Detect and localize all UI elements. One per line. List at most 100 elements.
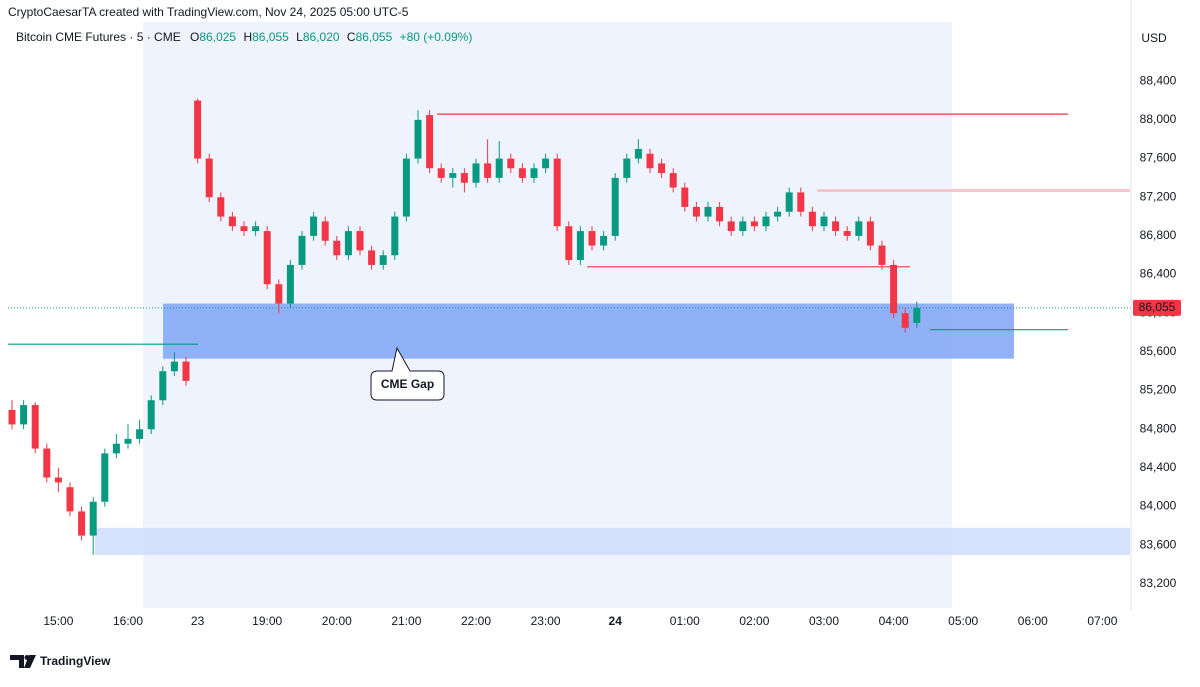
- candle-body: [634, 148, 642, 159]
- y-tick-label: 87,200: [1140, 189, 1177, 203]
- candle-body: [774, 211, 782, 217]
- candle-body: [588, 231, 596, 246]
- ohlc-value: 86,025: [199, 30, 236, 44]
- x-tick-label: 22:00: [461, 614, 491, 628]
- x-tick-label: 07:00: [1087, 614, 1117, 628]
- candle-body: [217, 197, 225, 217]
- x-tick-label: 03:00: [809, 614, 839, 628]
- y-tick-label: 84,400: [1140, 460, 1177, 474]
- candle-body: [855, 221, 863, 236]
- candle-body: [8, 409, 16, 425]
- candle-body: [542, 158, 550, 169]
- candle-body: [808, 211, 816, 227]
- candle-body: [101, 453, 109, 502]
- candle-body: [228, 216, 236, 227]
- callout-box: [370, 346, 445, 401]
- candle-body: [368, 250, 376, 265]
- logo-mark: [10, 655, 36, 668]
- candle-body: [484, 163, 492, 178]
- candle-body: [460, 173, 468, 183]
- x-tick-label: 24: [609, 614, 623, 628]
- candle-body: [890, 264, 898, 314]
- candle-body: [391, 216, 399, 256]
- candle-body: [344, 231, 352, 256]
- candle-body: [310, 216, 318, 236]
- candle-body: [681, 187, 689, 207]
- y-tick-label: 83,600: [1140, 537, 1177, 551]
- candle-body: [785, 192, 793, 212]
- y-tick-label: 86,400: [1140, 267, 1177, 281]
- candle-body: [797, 192, 805, 212]
- y-tick-label: 84,800: [1140, 421, 1177, 435]
- ohlc-value: 86,055: [356, 30, 393, 44]
- candle-body: [275, 284, 283, 304]
- x-tick-label: 06:00: [1018, 614, 1048, 628]
- candle-body: [866, 221, 874, 246]
- attribution: CryptoCaesarTA created with TradingView.…: [8, 5, 409, 19]
- x-tick-label: 21:00: [391, 614, 421, 628]
- annotation-callout: CME Gap: [370, 346, 445, 401]
- candle-body: [820, 216, 828, 227]
- price-zone: [95, 527, 1130, 555]
- y-tick-label: 85,600: [1140, 344, 1177, 358]
- candle-body: [426, 115, 434, 169]
- x-tick-label: 16:00: [113, 614, 143, 628]
- brand-logo: TradingView: [10, 654, 111, 668]
- candle-body: [495, 158, 503, 178]
- symbol: Bitcoin CME Futures · 5 · CME: [16, 30, 181, 44]
- candle-body: [286, 264, 294, 304]
- candle-body: [750, 221, 758, 227]
- candle-body: [530, 168, 538, 178]
- candle-body: [762, 216, 770, 227]
- candle-body: [240, 226, 248, 232]
- y-tick-label: 83,200: [1140, 576, 1177, 590]
- ohlc-key: H: [243, 30, 252, 44]
- levels: [8, 113, 1131, 345]
- candle-body: [692, 206, 700, 217]
- candle-body: [658, 163, 666, 174]
- ohlc-value: 86,055: [252, 30, 289, 44]
- candle-body: [878, 245, 886, 265]
- candle-body: [78, 511, 86, 536]
- candle-body: [136, 429, 144, 439]
- candle-body: [716, 206, 724, 222]
- last-price-label: 86,055: [1139, 300, 1176, 314]
- price-zone: [163, 303, 1014, 359]
- candle-body: [43, 448, 51, 478]
- candle-body: [669, 173, 677, 188]
- candle-body: [31, 405, 39, 449]
- candle-body: [832, 221, 840, 232]
- candle-body: [553, 158, 561, 227]
- labels: 83,200 83,600 84,000 84,400 84,800 85,200 85,6…: [43, 73, 1181, 628]
- candle-body: [298, 235, 306, 265]
- candle-body: [89, 501, 97, 536]
- change: +80 (+0.09%): [400, 30, 473, 44]
- candle-body: [843, 231, 851, 236]
- candle-body: [66, 487, 74, 512]
- candle-body: [112, 443, 120, 454]
- annotation-text: CME Gap: [381, 377, 434, 391]
- candle-body: [437, 168, 445, 178]
- x-tick-label: 05:00: [948, 614, 978, 628]
- y-tick-label: 87,600: [1140, 151, 1177, 165]
- ohlc-value: 86,020: [303, 30, 340, 44]
- x-tick-label: 04:00: [879, 614, 909, 628]
- ohlc-key: C: [347, 30, 356, 44]
- candle-body: [321, 221, 329, 241]
- candle-body: [901, 313, 909, 328]
- candle-body: [576, 231, 584, 261]
- candle-body: [20, 405, 28, 425]
- symbol-legend: Bitcoin CME Futures · 5 · CME O86,025 H8…: [16, 30, 472, 44]
- candle-body: [600, 235, 608, 246]
- candle-body: [565, 226, 573, 261]
- candle-body: [611, 177, 619, 236]
- candle-body: [252, 226, 260, 232]
- x-tick-label: 02:00: [739, 614, 769, 628]
- candle-body: [402, 158, 410, 217]
- candle-body: [507, 158, 515, 169]
- candle-body: [147, 400, 155, 430]
- x-tick-label: 15:00: [43, 614, 73, 628]
- y-tick-label: 88,000: [1140, 112, 1177, 126]
- ohlc-key: O: [190, 30, 199, 44]
